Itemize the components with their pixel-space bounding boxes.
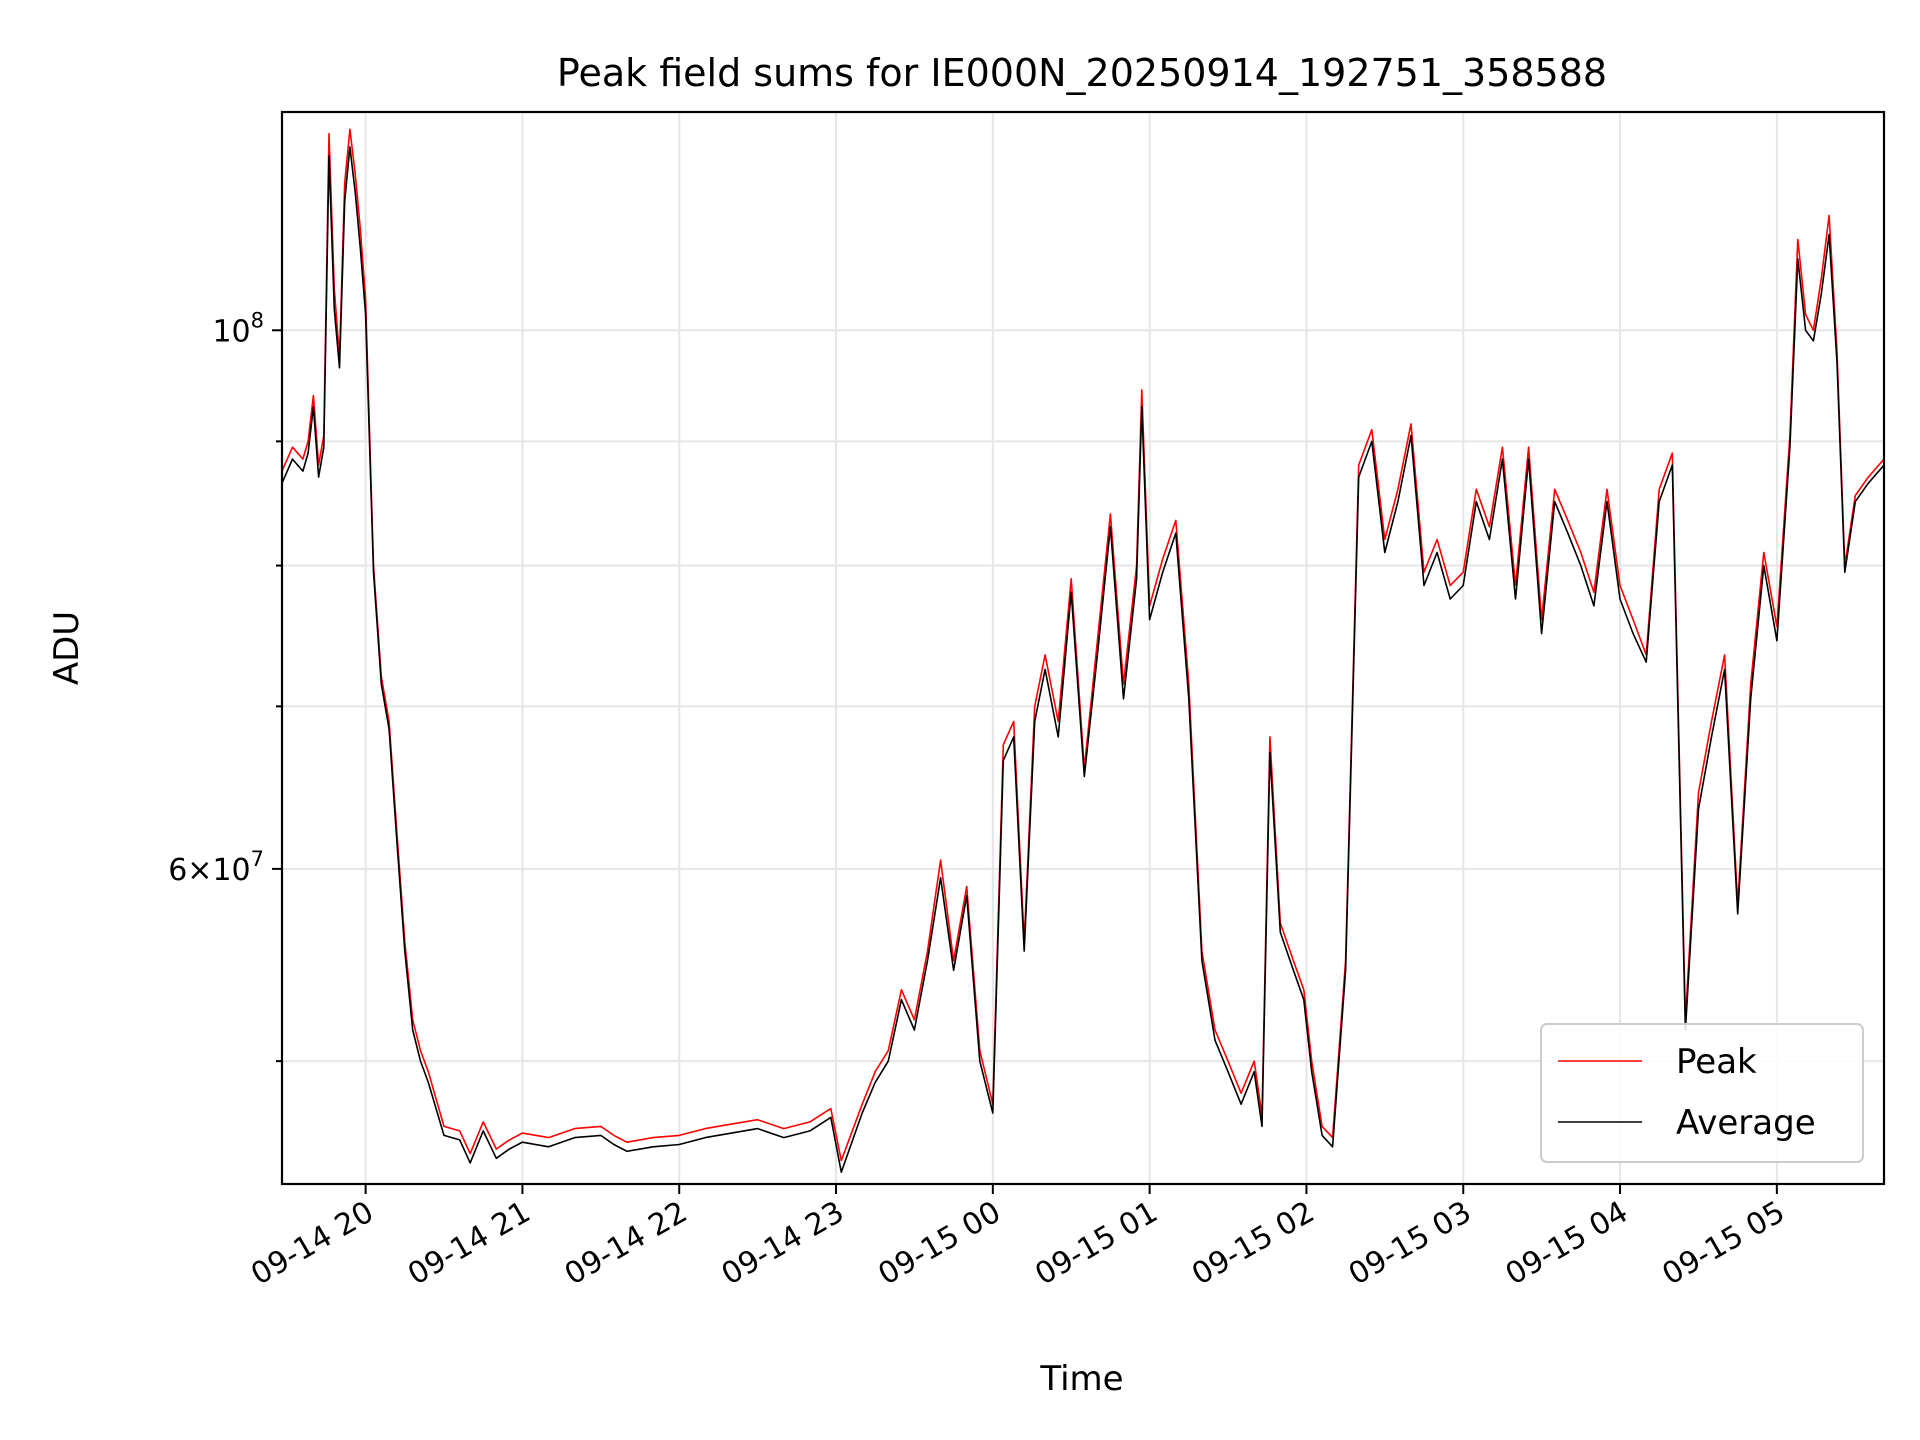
y-axis-label: ADU: [47, 611, 87, 685]
y-axis: 108 6×107: [168, 308, 282, 1063]
y-tick-label: 6×107: [168, 847, 264, 888]
legend-box: [1540, 1023, 1864, 1163]
legend-label-average: Average: [1676, 1103, 1816, 1143]
legend: Peak Average: [1540, 1023, 1864, 1163]
series-line-peak: [282, 128, 1884, 1162]
series-line-average: [282, 146, 1884, 1173]
chart-title: Peak field sums for IE000N_20250914_1927…: [557, 51, 1607, 95]
plot-lines: [282, 128, 1884, 1173]
grid: [282, 112, 1884, 1184]
plot-frame: [280, 110, 1886, 1186]
y-tick-label: 108: [212, 308, 264, 349]
x-axis-label: Time: [1039, 1359, 1123, 1399]
legend-label-peak: Peak: [1676, 1042, 1757, 1082]
